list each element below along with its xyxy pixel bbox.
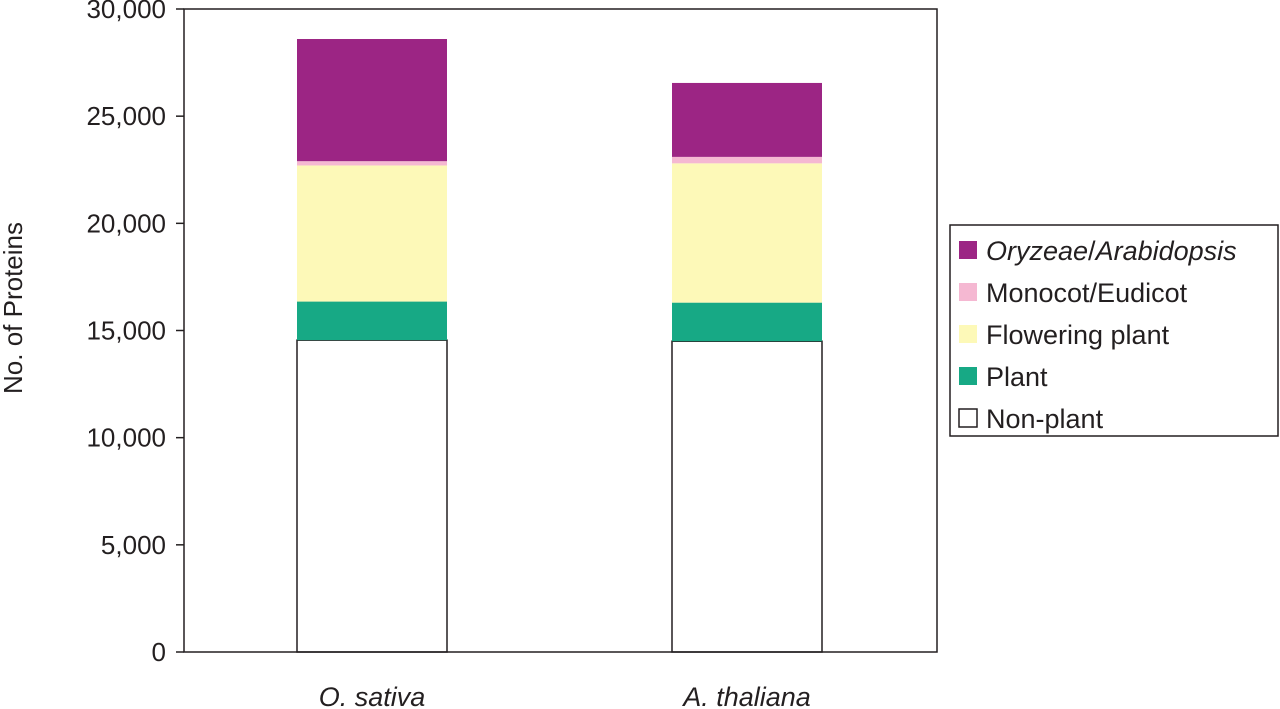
legend-swatch (959, 241, 977, 259)
x-category-label: A. thaliana (681, 682, 811, 709)
legend-swatch (959, 367, 977, 385)
y-tick-label: 20,000 (86, 208, 166, 238)
bar-o-sativa-plant (297, 301, 447, 341)
y-tick-label: 25,000 (86, 101, 166, 131)
legend-swatch (958, 408, 978, 428)
x-axis: O. sativa A. thaliana (319, 682, 811, 709)
bar-o-sativa-flowering-plant (297, 165, 447, 302)
bar-o-sativa-monocot-eudicot (297, 161, 447, 166)
bar-a-thaliana-oryzeae-arabidopsis (672, 82, 822, 157)
legend-label: Oryzeae/Arabidopsis (986, 236, 1237, 266)
legend-label: Plant (986, 362, 1048, 392)
y-tick-label: 10,000 (86, 423, 166, 453)
y-axis: 0 5,000 10,000 15,000 20,000 25,000 30,000 (86, 0, 184, 667)
legend-swatch (959, 283, 977, 301)
y-tick-label: 15,000 (86, 316, 166, 346)
bar-a-thaliana-monocot-eudicot (672, 156, 822, 164)
legend-label: Non-plant (986, 404, 1104, 434)
legend: Oryzeae/Arabidopsis Monocot/Eudicot Flower… (949, 224, 1279, 437)
bar-a-thaliana-flowering-plant (672, 163, 822, 303)
x-category-label: O. sativa (319, 682, 426, 709)
bars-layer (296, 39, 823, 653)
y-axis-title: No. of Proteins (0, 222, 28, 394)
y-tick-label: 30,000 (86, 0, 166, 24)
legend-label: Monocot/Eudicot (986, 278, 1188, 308)
y-tick-label: 0 (152, 637, 166, 667)
legend-label: Flowering plant (986, 320, 1170, 350)
legend-box (949, 224, 1279, 437)
bar-o-sativa-oryzeae-arabidopsis (297, 39, 447, 162)
legend-swatch (959, 325, 977, 343)
bar-o-sativa-non-plant (296, 339, 448, 653)
y-tick-label: 5,000 (101, 530, 166, 560)
bar-a-thaliana-non-plant (671, 340, 823, 653)
bar-a-thaliana-plant (672, 302, 822, 342)
